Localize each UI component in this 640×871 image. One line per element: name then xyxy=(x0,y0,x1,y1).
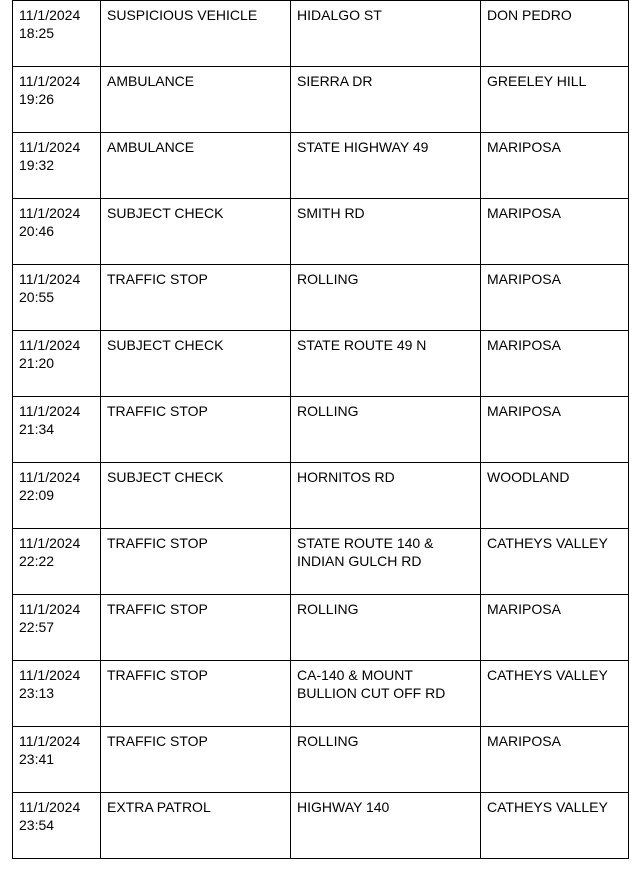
cell-area: MARIPOSA xyxy=(481,727,629,793)
cell-incident: AMBULANCE xyxy=(101,133,291,199)
table-row: 11/1/2024 22:09 SUBJECT CHECK HORNITOS R… xyxy=(13,463,629,529)
cell-area: CATHEYS VALLEY xyxy=(481,529,629,595)
incident-log-table: 11/1/2024 18:25 SUSPICIOUS VEHICLE HIDAL… xyxy=(12,0,629,859)
cell-incident: TRAFFIC STOP xyxy=(101,397,291,463)
cell-area: WOODLAND xyxy=(481,463,629,529)
cell-location: ROLLING xyxy=(291,265,481,331)
table-row: 11/1/2024 19:32 AMBULANCE STATE HIGHWAY … xyxy=(13,133,629,199)
cell-incident: TRAFFIC STOP xyxy=(101,661,291,727)
cell-incident: SUBJECT CHECK xyxy=(101,199,291,265)
table-row: 11/1/2024 20:55 TRAFFIC STOP ROLLING MAR… xyxy=(13,265,629,331)
cell-area: MARIPOSA xyxy=(481,133,629,199)
cell-location: ROLLING xyxy=(291,727,481,793)
cell-area: CATHEYS VALLEY xyxy=(481,793,629,859)
cell-incident: TRAFFIC STOP xyxy=(101,727,291,793)
cell-location: ROLLING xyxy=(291,397,481,463)
cell-location: HORNITOS RD xyxy=(291,463,481,529)
cell-location: STATE ROUTE 49 N xyxy=(291,331,481,397)
cell-area: MARIPOSA xyxy=(481,199,629,265)
cell-area: CATHEYS VALLEY xyxy=(481,661,629,727)
cell-location: HIGHWAY 140 xyxy=(291,793,481,859)
cell-incident: TRAFFIC STOP xyxy=(101,265,291,331)
cell-area: MARIPOSA xyxy=(481,331,629,397)
table-row: 11/1/2024 22:22 TRAFFIC STOP STATE ROUTE… xyxy=(13,529,629,595)
incident-log-table-wrap: 11/1/2024 18:25 SUSPICIOUS VEHICLE HIDAL… xyxy=(0,0,640,871)
cell-area: MARIPOSA xyxy=(481,265,629,331)
cell-location: CA-140 & MOUNT BULLION CUT OFF RD xyxy=(291,661,481,727)
table-row: 11/1/2024 18:25 SUSPICIOUS VEHICLE HIDAL… xyxy=(13,1,629,67)
cell-datetime: 11/1/2024 22:09 xyxy=(13,463,101,529)
table-row: 11/1/2024 19:26 AMBULANCE SIERRA DR GREE… xyxy=(13,67,629,133)
cell-incident: SUSPICIOUS VEHICLE xyxy=(101,1,291,67)
cell-area: GREELEY HILL xyxy=(481,67,629,133)
cell-datetime: 11/1/2024 23:54 xyxy=(13,793,101,859)
cell-incident: TRAFFIC STOP xyxy=(101,595,291,661)
cell-datetime: 11/1/2024 19:26 xyxy=(13,67,101,133)
cell-datetime: 11/1/2024 21:34 xyxy=(13,397,101,463)
cell-area: DON PEDRO xyxy=(481,1,629,67)
cell-location: STATE HIGHWAY 49 xyxy=(291,133,481,199)
cell-area: MARIPOSA xyxy=(481,595,629,661)
cell-incident: SUBJECT CHECK xyxy=(101,331,291,397)
table-row: 11/1/2024 23:54 EXTRA PATROL HIGHWAY 140… xyxy=(13,793,629,859)
cell-datetime: 11/1/2024 22:57 xyxy=(13,595,101,661)
cell-location: HIDALGO ST xyxy=(291,1,481,67)
cell-datetime: 11/1/2024 23:41 xyxy=(13,727,101,793)
table-row: 11/1/2024 22:57 TRAFFIC STOP ROLLING MAR… xyxy=(13,595,629,661)
cell-incident: TRAFFIC STOP xyxy=(101,529,291,595)
cell-area: MARIPOSA xyxy=(481,397,629,463)
cell-datetime: 11/1/2024 19:32 xyxy=(13,133,101,199)
cell-location: SMITH RD xyxy=(291,199,481,265)
cell-datetime: 11/1/2024 20:46 xyxy=(13,199,101,265)
cell-datetime: 11/1/2024 21:20 xyxy=(13,331,101,397)
cell-location: ROLLING xyxy=(291,595,481,661)
table-row: 11/1/2024 21:34 TRAFFIC STOP ROLLING MAR… xyxy=(13,397,629,463)
table-row: 11/1/2024 21:20 SUBJECT CHECK STATE ROUT… xyxy=(13,331,629,397)
cell-location: STATE ROUTE 140 & INDIAN GULCH RD xyxy=(291,529,481,595)
table-row: 11/1/2024 23:13 TRAFFIC STOP CA-140 & MO… xyxy=(13,661,629,727)
table-row: 11/1/2024 23:41 TRAFFIC STOP ROLLING MAR… xyxy=(13,727,629,793)
cell-incident: EXTRA PATROL xyxy=(101,793,291,859)
cell-datetime: 11/1/2024 18:25 xyxy=(13,1,101,67)
cell-incident: SUBJECT CHECK xyxy=(101,463,291,529)
table-row: 11/1/2024 20:46 SUBJECT CHECK SMITH RD M… xyxy=(13,199,629,265)
cell-datetime: 11/1/2024 22:22 xyxy=(13,529,101,595)
cell-datetime: 11/1/2024 20:55 xyxy=(13,265,101,331)
cell-incident: AMBULANCE xyxy=(101,67,291,133)
cell-datetime: 11/1/2024 23:13 xyxy=(13,661,101,727)
incident-log-tbody: 11/1/2024 18:25 SUSPICIOUS VEHICLE HIDAL… xyxy=(13,1,629,859)
cell-location: SIERRA DR xyxy=(291,67,481,133)
